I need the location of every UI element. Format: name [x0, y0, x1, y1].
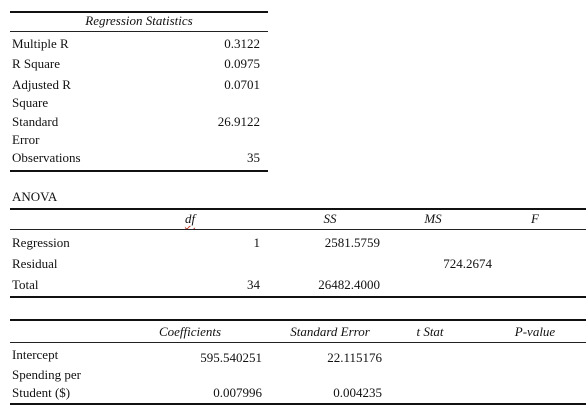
anova-bottom-rule	[10, 296, 586, 298]
anova-header-df-text: df	[184, 211, 196, 226]
coef-top-rule	[10, 319, 586, 321]
anova-regression-df: 1	[253, 235, 261, 250]
anova-total-ss: 26482.4000	[318, 277, 380, 292]
rs-label-adjusted-r-line2: Square	[12, 95, 49, 110]
anova-label-residual: Residual	[12, 256, 58, 271]
coef-label-spending: Spending per	[12, 367, 81, 382]
anova-regression-ss: 2581.5759	[324, 235, 380, 250]
rs-value-multiple-r: 0.3122	[224, 36, 260, 51]
anova-top-rule	[10, 208, 586, 210]
anova-header-f: F	[531, 211, 539, 226]
coef-header-rule	[10, 342, 586, 343]
rs-value-adjusted-r-square: 0.0701	[224, 77, 260, 92]
coef-header-standard-error: Standard Error	[290, 324, 370, 339]
coef-intercept-se: 22.115176	[327, 350, 382, 365]
coef-label-spending-line2: Student ($)	[12, 385, 71, 400]
coef-bottom-rule	[10, 403, 586, 405]
anova-label-total: Total	[12, 277, 39, 292]
coef-header-p-value: P-value	[514, 324, 556, 339]
anova-label-regression: Regression	[12, 235, 70, 250]
anova-header-df: df	[150, 211, 230, 226]
coef-label-intercept: Intercept	[12, 347, 59, 362]
anova-total-df: 34	[247, 277, 260, 292]
coef-header-t-stat: t Stat	[416, 324, 444, 339]
rs-label-adjusted-r: Adjusted R	[12, 77, 71, 92]
rs-label-observations: Observations	[12, 150, 81, 165]
rs-label-multiple-r: Multiple R	[12, 36, 69, 51]
rs-value-standard-error: 26.9122	[217, 114, 260, 129]
coef-intercept-coef: 595.540251	[200, 350, 262, 365]
anova-title: ANOVA	[12, 189, 58, 204]
coef-header-coefficients: Coefficients	[158, 324, 222, 339]
coef-spending-coef: 0.007996	[213, 385, 262, 400]
rs-bottom-rule	[10, 170, 268, 172]
rs-top-rule	[10, 11, 268, 13]
rs-title: Regression Statistics	[85, 13, 193, 28]
anova-residual-ms: 724.2674	[443, 256, 492, 271]
rs-value-r-square: 0.0975	[224, 56, 260, 71]
rs-header-rule	[10, 31, 268, 32]
rs-label-standard-error-line2: Error	[12, 132, 40, 147]
anova-header-ss: SS	[323, 211, 337, 226]
coef-spending-se: 0.004235	[333, 385, 382, 400]
anova-header-ms: MS	[424, 211, 442, 226]
rs-label-standard-error: Standard	[12, 114, 59, 129]
anova-header-rule	[10, 229, 586, 230]
rs-label-r-square: R Square	[12, 56, 61, 71]
rs-value-observations: 35	[247, 150, 260, 165]
